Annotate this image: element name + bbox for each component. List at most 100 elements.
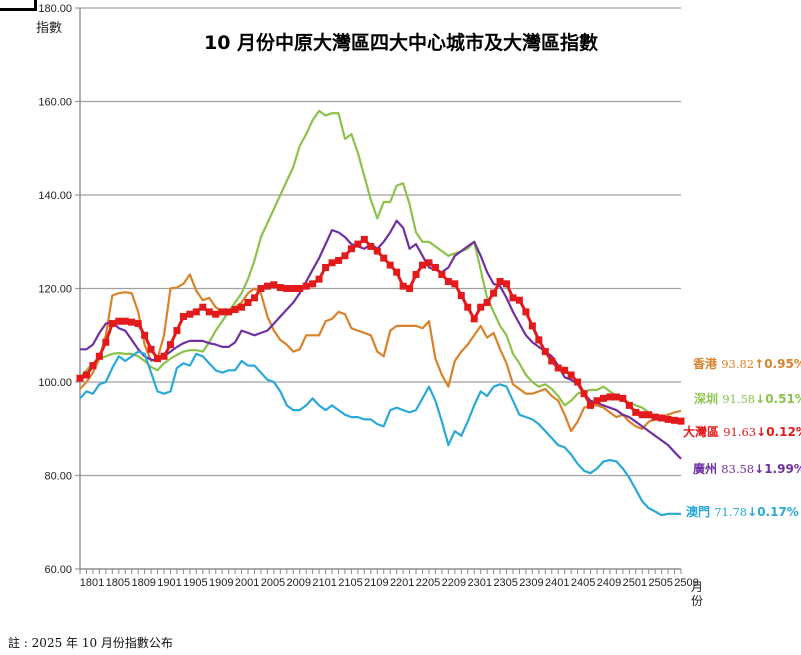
data-point-marker xyxy=(354,240,362,248)
data-point-marker xyxy=(154,355,162,363)
data-point-marker xyxy=(238,303,246,311)
data-point-marker xyxy=(302,282,310,290)
data-point-marker xyxy=(334,256,342,264)
data-point-marker xyxy=(419,261,427,269)
x-tick-label: 2109 xyxy=(364,577,388,589)
data-point-marker xyxy=(515,296,523,304)
x-tick-label: 2301 xyxy=(467,577,491,589)
x-tick-label: 2101 xyxy=(312,577,336,589)
x-tick-label: 2001 xyxy=(235,577,259,589)
label-value: 91.58 xyxy=(722,392,756,406)
label-change: 0.51% xyxy=(765,392,801,406)
label-value: 83.58 xyxy=(721,462,755,476)
y-tick-label: 60.00 xyxy=(44,564,72,576)
data-point-marker xyxy=(386,261,394,269)
data-point-marker xyxy=(128,318,136,326)
label-value: 91.63 xyxy=(723,425,757,439)
y-tick-label: 140.00 xyxy=(38,190,72,202)
arrow-down-icon: ↓ xyxy=(747,505,758,519)
data-point-marker xyxy=(121,317,129,325)
label-shenzhen: 深圳 91.58↓0.51% xyxy=(694,390,801,407)
footnote: 註 : 2025 年 10 月份指數公布 xyxy=(8,636,173,650)
data-point-marker xyxy=(108,320,116,328)
x-tick-label: 1905 xyxy=(183,577,207,589)
label-value: 93.82 xyxy=(721,357,755,371)
series-line-4 xyxy=(79,350,682,517)
data-point-marker xyxy=(431,263,439,271)
x-tick-label: 2205 xyxy=(416,577,440,589)
x-tick-label: 2501 xyxy=(623,577,647,589)
y-tick-label: 100.00 xyxy=(38,377,72,389)
label-name: 深圳 xyxy=(694,392,719,406)
data-point-marker xyxy=(574,378,582,386)
data-point-marker xyxy=(664,415,672,423)
arrow-down-icon: ↓ xyxy=(754,462,765,476)
x-tick-label: 2505 xyxy=(648,577,672,589)
data-point-marker xyxy=(632,408,640,416)
y-tick-label: 80.00 xyxy=(44,471,72,483)
x-tick-label: 1901 xyxy=(157,577,181,589)
data-point-marker xyxy=(587,401,595,409)
data-point-marker xyxy=(509,294,517,302)
data-point-marker xyxy=(406,285,414,292)
data-point-marker xyxy=(477,303,485,311)
data-point-marker xyxy=(490,289,498,297)
label-guangzhou: 廣州 83.58↓1.99% xyxy=(693,460,801,477)
data-point-marker xyxy=(548,357,556,365)
data-point-marker xyxy=(315,275,323,283)
data-point-marker xyxy=(192,308,200,316)
corner-mark-vertical xyxy=(34,0,37,11)
data-point-marker xyxy=(89,362,97,370)
data-point-marker xyxy=(322,263,330,271)
data-point-marker xyxy=(141,331,149,339)
data-point-marker xyxy=(102,338,110,346)
label-name: 澳門 xyxy=(686,505,711,519)
data-point-marker xyxy=(360,235,368,243)
data-point-marker xyxy=(645,411,653,419)
data-point-marker xyxy=(677,417,685,425)
data-point-marker xyxy=(619,394,627,402)
data-point-marker xyxy=(173,327,181,335)
data-point-marker xyxy=(328,259,336,267)
data-point-marker xyxy=(541,348,549,356)
corner-mark-horizontal xyxy=(0,8,37,11)
label-name: 廣州 xyxy=(693,462,718,476)
data-point-marker xyxy=(76,374,84,382)
data-point-marker xyxy=(347,245,355,253)
x-tick-label: 2409 xyxy=(597,577,621,589)
data-point-marker xyxy=(289,285,297,292)
series-line-2 xyxy=(79,237,682,423)
data-point-marker xyxy=(567,371,575,379)
y-tick-label: 120.00 xyxy=(38,284,72,296)
series-line-0 xyxy=(79,273,682,433)
data-point-marker xyxy=(147,345,155,353)
data-point-marker xyxy=(250,294,258,302)
data-point-marker xyxy=(212,310,220,318)
label-change: 0.95% xyxy=(764,357,801,371)
x-tick-label: 2005 xyxy=(261,577,285,589)
x-tick-label: 2209 xyxy=(442,577,466,589)
data-point-marker xyxy=(580,390,588,398)
data-point-marker xyxy=(134,320,142,328)
data-point-marker xyxy=(399,282,407,290)
data-point-marker xyxy=(244,299,252,307)
data-point-marker xyxy=(425,259,433,267)
data-point-marker xyxy=(599,394,607,402)
x-axis-label: 月份 xyxy=(691,580,704,608)
data-point-marker xyxy=(95,352,103,360)
arrow-up-icon: ↑ xyxy=(754,357,765,371)
x-tick-label: 1909 xyxy=(209,577,233,589)
label-macau: 澳門 71.78↓0.17% xyxy=(686,503,799,520)
arrow-down-icon: ↓ xyxy=(755,392,766,406)
data-point-marker xyxy=(263,282,271,290)
data-point-marker xyxy=(464,303,472,311)
label-change: 1.99% xyxy=(764,462,801,476)
data-point-marker xyxy=(606,393,614,401)
data-point-marker xyxy=(593,397,601,405)
data-point-marker xyxy=(483,299,491,307)
data-point-marker xyxy=(470,315,478,323)
data-point-marker xyxy=(373,247,381,255)
data-point-marker xyxy=(651,413,659,421)
y-tick-label: 160.00 xyxy=(38,97,72,109)
